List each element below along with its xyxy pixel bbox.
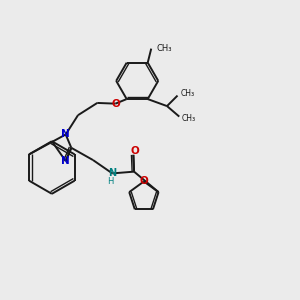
Text: CH₃: CH₃ — [157, 44, 172, 53]
Text: N: N — [61, 130, 70, 140]
Text: CH₃: CH₃ — [180, 89, 194, 98]
Text: N: N — [108, 168, 116, 178]
Text: CH₃: CH₃ — [182, 114, 196, 123]
Text: O: O — [131, 146, 140, 156]
Text: O: O — [140, 176, 148, 187]
Text: O: O — [111, 99, 120, 109]
Text: N: N — [61, 156, 70, 166]
Text: H: H — [107, 177, 113, 186]
